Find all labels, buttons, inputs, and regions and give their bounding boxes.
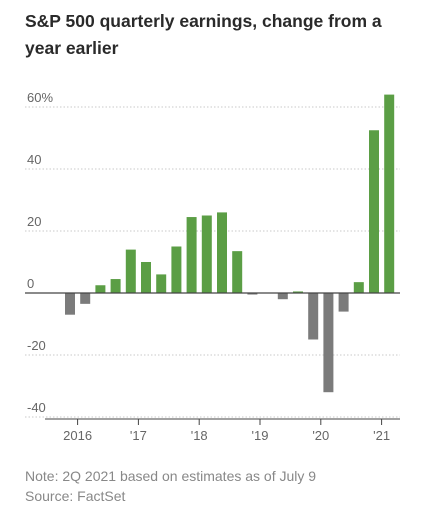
bar — [232, 251, 243, 293]
bar — [125, 249, 136, 293]
bar — [171, 246, 182, 293]
bar — [308, 293, 319, 340]
bar — [323, 293, 334, 393]
bar — [65, 293, 75, 315]
y-tick-label: -20 — [27, 338, 46, 353]
bar — [201, 215, 212, 293]
gridlines — [25, 106, 400, 418]
bars — [65, 94, 395, 393]
x-tick-label: '18 — [191, 428, 208, 443]
bar — [141, 262, 151, 293]
bar — [80, 293, 91, 304]
bar — [110, 279, 121, 293]
y-tick-label: -40 — [27, 400, 46, 415]
axes — [25, 292, 400, 425]
x-tick-label: '17 — [130, 428, 147, 443]
bar — [384, 94, 395, 293]
bar-chart: 60% 40 20 0 -20 -40 2016 '17 '18 '19 '20 '21 — [25, 90, 400, 443]
x-tick-label: '20 — [312, 428, 329, 443]
x-tick-label: 2016 — [63, 428, 92, 443]
x-tick-label: '21 — [373, 428, 390, 443]
chart-notes: Note: 2Q 2021 based on estimates as of J… — [25, 466, 316, 506]
bar — [217, 212, 227, 293]
tick-labels: 60% 40 20 0 -20 -40 2016 '17 '18 '19 '20 '21 — [27, 90, 390, 443]
chart-title: S&P 500 quarterly earnings, change from … — [25, 11, 382, 58]
bar — [369, 130, 379, 293]
bar — [353, 282, 364, 293]
y-tick-label: 60% — [27, 90, 53, 105]
bar — [277, 293, 288, 300]
bar — [293, 291, 303, 293]
source-text: Source: FactSet — [25, 488, 126, 504]
bar — [156, 274, 167, 293]
bar — [95, 285, 106, 293]
bar — [186, 217, 197, 293]
bar — [338, 293, 349, 312]
y-tick-label: 20 — [27, 214, 41, 229]
y-tick-label: 40 — [27, 152, 41, 167]
note-text: Note: 2Q 2021 based on estimates as of J… — [25, 468, 317, 484]
y-tick-label: 0 — [27, 276, 34, 291]
bar — [247, 293, 258, 295]
x-tick-label: '19 — [252, 428, 269, 443]
